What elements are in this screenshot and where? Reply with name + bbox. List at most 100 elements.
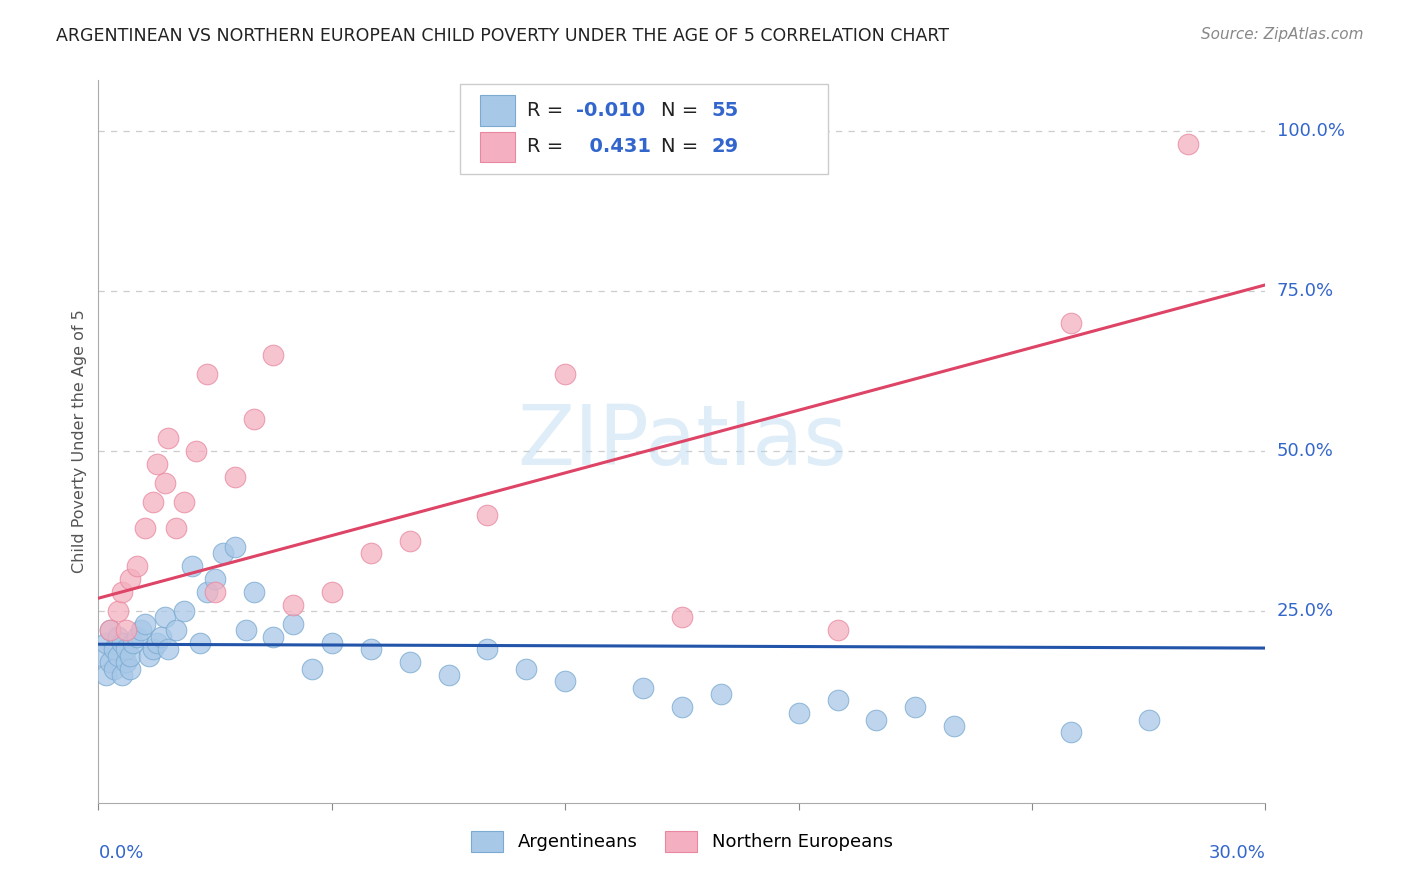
Point bbox=[173, 604, 195, 618]
Point bbox=[127, 559, 149, 574]
Point bbox=[107, 604, 129, 618]
Point bbox=[122, 636, 145, 650]
Point bbox=[398, 655, 420, 669]
Point bbox=[398, 533, 420, 548]
Point bbox=[437, 668, 460, 682]
Point bbox=[360, 642, 382, 657]
Point bbox=[165, 623, 187, 637]
Point bbox=[91, 648, 114, 663]
Point bbox=[262, 348, 284, 362]
Point bbox=[157, 431, 180, 445]
Point bbox=[1060, 725, 1083, 739]
Point bbox=[118, 661, 141, 675]
Point bbox=[165, 521, 187, 535]
Point bbox=[195, 368, 218, 382]
Text: N =: N = bbox=[661, 137, 704, 156]
Point bbox=[98, 655, 121, 669]
Point bbox=[157, 642, 180, 657]
Text: 29: 29 bbox=[711, 137, 738, 156]
Point bbox=[103, 661, 125, 675]
FancyBboxPatch shape bbox=[460, 84, 828, 174]
Text: ZIPatlas: ZIPatlas bbox=[517, 401, 846, 482]
Text: 55: 55 bbox=[711, 101, 738, 120]
Text: Source: ZipAtlas.com: Source: ZipAtlas.com bbox=[1201, 27, 1364, 42]
Point bbox=[477, 642, 499, 657]
Point bbox=[224, 540, 246, 554]
Point bbox=[114, 623, 136, 637]
Point bbox=[224, 469, 246, 483]
Y-axis label: Child Poverty Under the Age of 5: Child Poverty Under the Age of 5 bbox=[72, 310, 87, 574]
Point bbox=[904, 699, 927, 714]
Point bbox=[129, 623, 152, 637]
Bar bbox=[479, 95, 515, 126]
Point bbox=[865, 713, 887, 727]
Point bbox=[118, 648, 141, 663]
Text: 75.0%: 75.0% bbox=[1277, 282, 1334, 301]
Text: N =: N = bbox=[661, 101, 704, 120]
Point bbox=[827, 623, 849, 637]
Point bbox=[127, 630, 149, 644]
Point bbox=[142, 495, 165, 509]
Point bbox=[153, 610, 176, 624]
Point bbox=[321, 584, 343, 599]
Text: ARGENTINEAN VS NORTHERN EUROPEAN CHILD POVERTY UNDER THE AGE OF 5 CORRELATION CH: ARGENTINEAN VS NORTHERN EUROPEAN CHILD P… bbox=[56, 27, 949, 45]
Point bbox=[96, 668, 118, 682]
Text: R =: R = bbox=[527, 101, 569, 120]
Point bbox=[142, 642, 165, 657]
Point bbox=[360, 546, 382, 560]
Text: -0.010: -0.010 bbox=[575, 101, 645, 120]
Point bbox=[321, 636, 343, 650]
Point bbox=[138, 648, 160, 663]
Point bbox=[195, 584, 218, 599]
Text: 0.431: 0.431 bbox=[575, 137, 651, 156]
Point bbox=[212, 546, 235, 560]
Point bbox=[180, 559, 202, 574]
Point bbox=[134, 616, 156, 631]
Point bbox=[184, 444, 207, 458]
Point bbox=[107, 648, 129, 663]
Point bbox=[118, 572, 141, 586]
Text: 0.0%: 0.0% bbox=[98, 845, 143, 863]
Point bbox=[235, 623, 257, 637]
Point bbox=[515, 661, 537, 675]
Point bbox=[631, 681, 654, 695]
Point bbox=[173, 495, 195, 509]
Point bbox=[554, 368, 576, 382]
Point bbox=[111, 636, 134, 650]
Point bbox=[146, 457, 169, 471]
Point bbox=[96, 636, 118, 650]
Point bbox=[107, 630, 129, 644]
Point bbox=[111, 668, 134, 682]
Point bbox=[243, 412, 266, 426]
Point bbox=[262, 630, 284, 644]
Point bbox=[477, 508, 499, 522]
Point bbox=[281, 616, 304, 631]
Point bbox=[103, 642, 125, 657]
Point bbox=[787, 706, 810, 721]
Point bbox=[204, 572, 226, 586]
Point bbox=[710, 687, 733, 701]
Point bbox=[281, 598, 304, 612]
Point bbox=[98, 623, 121, 637]
Point bbox=[98, 623, 121, 637]
Point bbox=[301, 661, 323, 675]
Point bbox=[1137, 713, 1160, 727]
Point bbox=[111, 584, 134, 599]
Point bbox=[134, 521, 156, 535]
Point bbox=[943, 719, 966, 733]
Point bbox=[114, 655, 136, 669]
Legend: Argentineans, Northern Europeans: Argentineans, Northern Europeans bbox=[464, 823, 900, 859]
Point bbox=[1177, 137, 1199, 152]
Bar bbox=[479, 132, 515, 162]
Text: 30.0%: 30.0% bbox=[1209, 845, 1265, 863]
Point bbox=[1060, 316, 1083, 330]
Point bbox=[188, 636, 211, 650]
Point bbox=[149, 630, 172, 644]
Point bbox=[671, 610, 693, 624]
Point bbox=[146, 636, 169, 650]
Text: R =: R = bbox=[527, 137, 569, 156]
Text: 50.0%: 50.0% bbox=[1277, 442, 1333, 460]
Point bbox=[243, 584, 266, 599]
Point bbox=[204, 584, 226, 599]
Text: 100.0%: 100.0% bbox=[1277, 122, 1344, 140]
